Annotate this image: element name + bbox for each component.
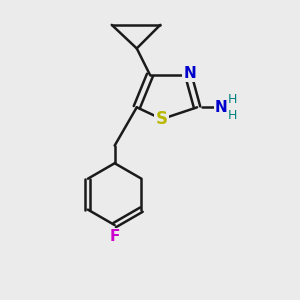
Text: H: H [228,109,237,122]
Text: H: H [228,93,237,106]
Text: N: N [183,66,196,81]
Text: S: S [156,110,168,128]
Text: N: N [215,100,228,115]
Text: F: F [110,229,120,244]
